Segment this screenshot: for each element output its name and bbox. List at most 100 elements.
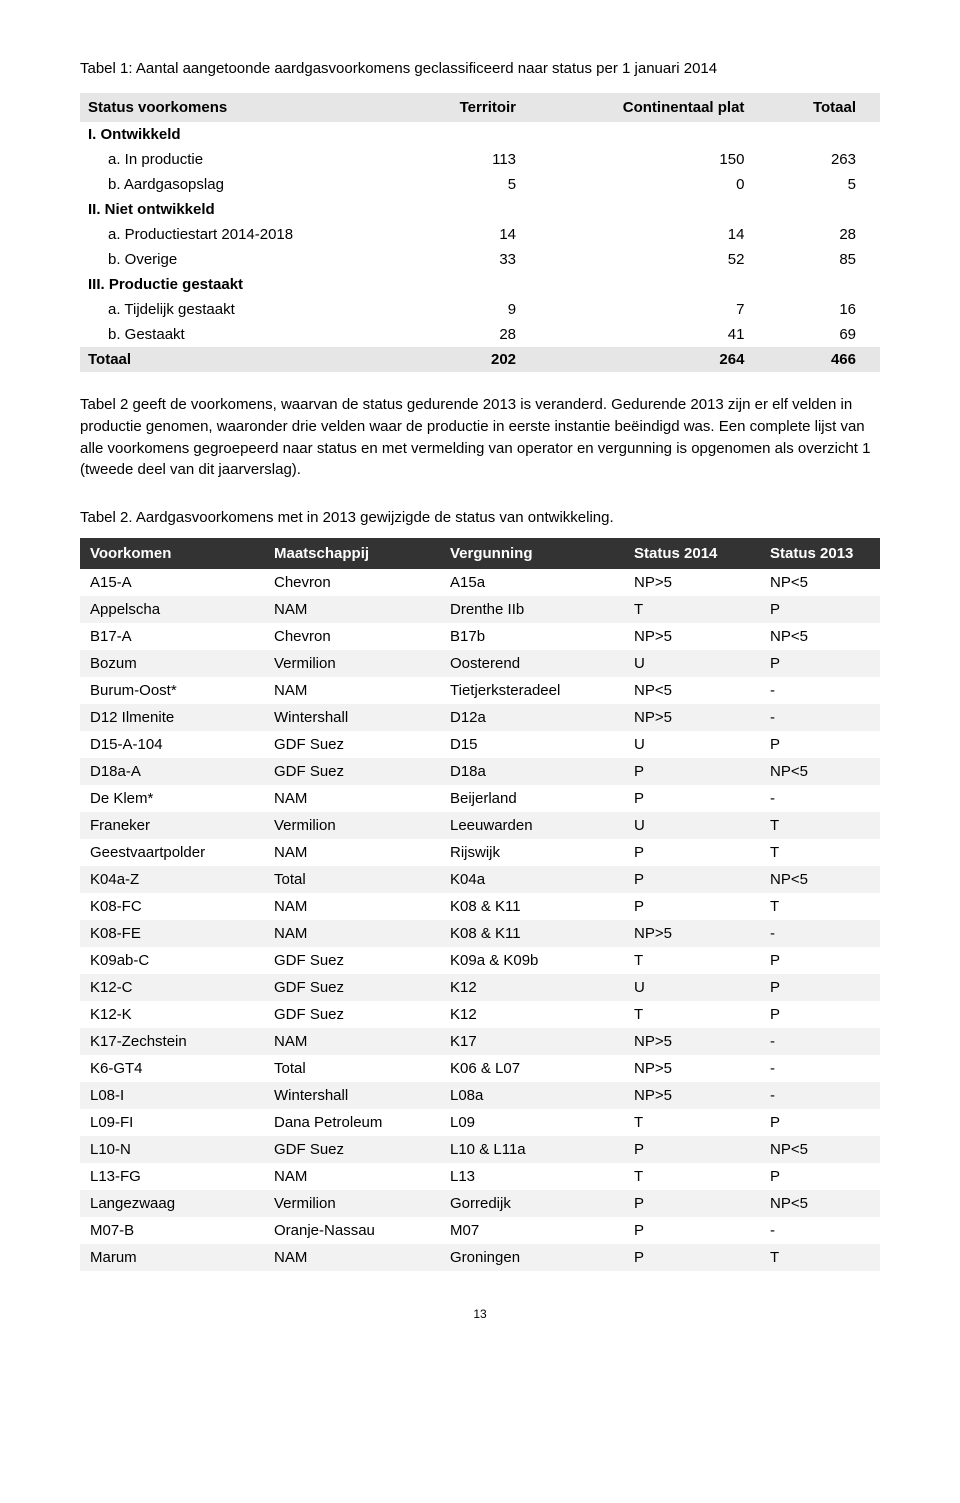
table2-cell: P [624, 839, 760, 866]
table2-cell: P [760, 974, 880, 1001]
table2-cell: NP<5 [760, 1190, 880, 1217]
table2-cell: A15a [440, 569, 624, 596]
table2-cell: Wintershall [264, 704, 440, 731]
table2-cell: NP>5 [624, 704, 760, 731]
table2-cell: B17b [440, 623, 624, 650]
table2-cell: Oranje-Nassau [264, 1217, 440, 1244]
table2-cell: Bozum [80, 650, 264, 677]
table2-cell: NP<5 [624, 677, 760, 704]
table1-r1a-v1: 113 [409, 147, 540, 172]
table1-r2b-label: b. Overige [80, 247, 409, 272]
table2-row: K6-GT4TotalK06 & L07NP>5- [80, 1055, 880, 1082]
table2-cell: NAM [264, 1244, 440, 1271]
table2-cell: Marum [80, 1244, 264, 1271]
table1-r1a-v3: 263 [768, 147, 880, 172]
table2-cell: Drenthe IIb [440, 596, 624, 623]
table2-cell: U [624, 650, 760, 677]
table2-cell: M07 [440, 1217, 624, 1244]
table2-cell: Leeuwarden [440, 812, 624, 839]
table1-section-3: III. Productie gestaakt [80, 272, 880, 297]
table1-r1b-v3: 5 [768, 172, 880, 197]
table1-r3b: b. Gestaakt 28 41 69 [80, 322, 880, 347]
table2-cell: T [624, 1109, 760, 1136]
table2-row: M07-BOranje-NassauM07P- [80, 1217, 880, 1244]
table1-r1a: a. In productie 113 150 263 [80, 147, 880, 172]
table2-cell: D18a [440, 758, 624, 785]
table1-r2b-v1: 33 [409, 247, 540, 272]
table2-row: L10-NGDF SuezL10 & L11aPNP<5 [80, 1136, 880, 1163]
table2-cell: P [624, 1244, 760, 1271]
table1: Status voorkomens Territoir Continentaal… [80, 93, 880, 372]
table2-cell: D15 [440, 731, 624, 758]
table1-r2b: b. Overige 33 52 85 [80, 247, 880, 272]
table2-cell: K17 [440, 1028, 624, 1055]
table2-cell: P [760, 1109, 880, 1136]
table1-caption: Tabel 1: Aantal aangetoonde aardgasvoork… [80, 60, 880, 77]
table2-cell: P [760, 650, 880, 677]
table1-h-continentaal: Continentaal plat [540, 93, 768, 122]
table1-total-v3: 466 [768, 347, 880, 372]
table2-cell: K6-GT4 [80, 1055, 264, 1082]
table2-cell: Dana Petroleum [264, 1109, 440, 1136]
table1-r2b-v2: 52 [540, 247, 768, 272]
table2-cell: NP<5 [760, 866, 880, 893]
table2-cell: NP<5 [760, 1136, 880, 1163]
table2-cell: Burum-Oost* [80, 677, 264, 704]
table2-cell: Gorredijk [440, 1190, 624, 1217]
table2-cell: L13-FG [80, 1163, 264, 1190]
table2-cell: - [760, 785, 880, 812]
table2-cell: NAM [264, 1163, 440, 1190]
table2-cell: Appelscha [80, 596, 264, 623]
table2-row: MarumNAMGroningenPT [80, 1244, 880, 1271]
table2-cell: P [760, 947, 880, 974]
table2-cell: D18a-A [80, 758, 264, 785]
table2-h-status2013: Status 2013 [760, 538, 880, 569]
table2-cell: T [624, 1163, 760, 1190]
table2-cell: P [624, 758, 760, 785]
table2-row: K09ab-CGDF SuezK09a & K09bTP [80, 947, 880, 974]
table2-cell: K12-K [80, 1001, 264, 1028]
table2-cell: - [760, 920, 880, 947]
table2-cell: GDF Suez [264, 974, 440, 1001]
table1-r3a-v1: 9 [409, 297, 540, 322]
table2-cell: D12 Ilmenite [80, 704, 264, 731]
table2-cell: NP>5 [624, 623, 760, 650]
table2-cell: Vermilion [264, 1190, 440, 1217]
table1-r2a-label: a. Productiestart 2014-2018 [80, 222, 409, 247]
table2-cell: GDF Suez [264, 731, 440, 758]
table2-row: Burum-Oost*NAMTietjerksteradeelNP<5- [80, 677, 880, 704]
table2-cell: Oosterend [440, 650, 624, 677]
table2-row: K12-KGDF SuezK12TP [80, 1001, 880, 1028]
table2-cell: T [760, 812, 880, 839]
table2-cell: L09 [440, 1109, 624, 1136]
table1-header-row: Status voorkomens Territoir Continentaal… [80, 93, 880, 122]
table2-cell: NP>5 [624, 920, 760, 947]
table2-cell: L08a [440, 1082, 624, 1109]
table2-cell: Rijswijk [440, 839, 624, 866]
table2-cell: NP>5 [624, 1055, 760, 1082]
table2-cell: T [624, 596, 760, 623]
table2-cell: P [624, 866, 760, 893]
table2-cell: P [624, 785, 760, 812]
table1-r3b-v2: 41 [540, 322, 768, 347]
table2-row: K17-ZechsteinNAMK17NP>5- [80, 1028, 880, 1055]
table2-row: AppelschaNAMDrenthe IIbTP [80, 596, 880, 623]
table2-cell: P [760, 1163, 880, 1190]
table1-r3b-label: b. Gestaakt [80, 322, 409, 347]
table2-cell: D15-A-104 [80, 731, 264, 758]
table2-cell: GDF Suez [264, 1001, 440, 1028]
table2-row: K08-FCNAMK08 & K11PT [80, 893, 880, 920]
table2-cell: Chevron [264, 623, 440, 650]
table2-cell: Franeker [80, 812, 264, 839]
table2-cell: Vermilion [264, 812, 440, 839]
table2-cell: Geestvaartpolder [80, 839, 264, 866]
table1-total: Totaal 202 264 466 [80, 347, 880, 372]
table2-cell: T [624, 947, 760, 974]
table2-cell: U [624, 731, 760, 758]
table1-h-totaal: Totaal [768, 93, 880, 122]
table2-row: D15-A-104GDF SuezD15UP [80, 731, 880, 758]
table2-cell: Wintershall [264, 1082, 440, 1109]
table2-cell: K08-FC [80, 893, 264, 920]
table2-row: D12 IlmeniteWintershallD12aNP>5- [80, 704, 880, 731]
table2-cell: NAM [264, 596, 440, 623]
